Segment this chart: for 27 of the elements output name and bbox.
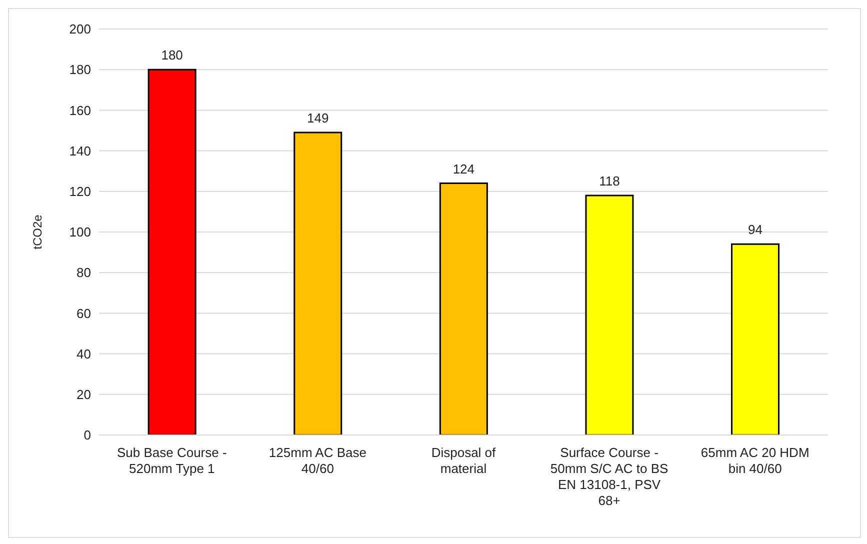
y-tick-label: 40 [76, 346, 91, 362]
y-tick-label: 60 [76, 306, 91, 321]
y-axis-title: tCO2e [30, 214, 44, 250]
bar [148, 68, 196, 435]
bar [731, 243, 780, 435]
y-tick-label: 80 [76, 265, 91, 280]
x-tick-label: 65mm AC 20 HDM bin 40/60 [700, 445, 810, 476]
y-tick-label: 200 [69, 22, 91, 37]
bar [585, 194, 634, 435]
y-tick-label: 180 [69, 62, 91, 78]
y-tick-label: 100 [69, 224, 91, 240]
y-tick-label: 160 [69, 102, 91, 118]
x-tick-label: Surface Course - 50mm S/C AC to BS EN 13108-1, PSV 68+ [550, 445, 669, 508]
x-tick-label: Sub Base Course - 520mm Type 1 [116, 445, 227, 476]
x-tick-label: Disposal of material [431, 445, 496, 476]
y-tick-label: 0 [84, 428, 91, 443]
y-tick-label: 20 [76, 387, 91, 402]
y-tick-label: 140 [69, 143, 91, 158]
bar [439, 182, 488, 435]
data-label: 180 [161, 48, 183, 63]
bar [294, 132, 342, 435]
x-tick-label: 125mm AC Base 40/60 [268, 445, 366, 476]
data-label: 94 [748, 222, 763, 238]
data-label: 118 [599, 173, 620, 188]
data-label: 124 [452, 161, 475, 176]
data-label: 149 [307, 110, 329, 126]
y-tick-label: 120 [69, 184, 91, 200]
